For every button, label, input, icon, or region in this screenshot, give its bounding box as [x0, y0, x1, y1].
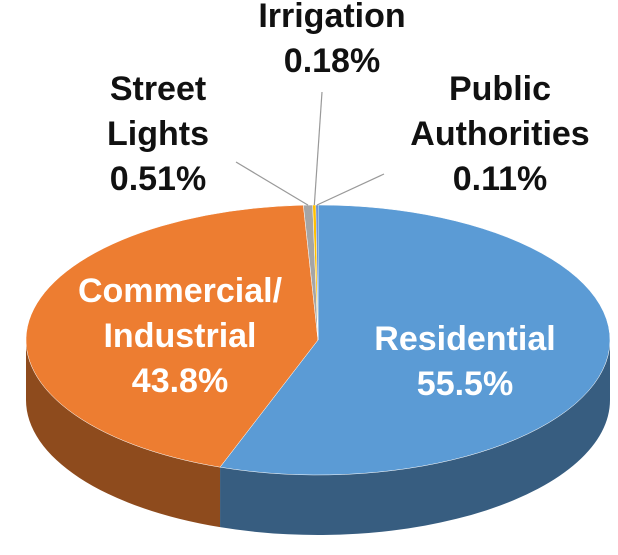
label-line: Lights — [107, 115, 209, 153]
value-label: 0.11% — [453, 160, 548, 198]
label-line: Street — [110, 70, 206, 108]
slice-side — [220, 340, 611, 535]
slice-side — [26, 340, 221, 528]
label-line: Irrigation — [258, 0, 405, 35]
value-label: 0.18% — [284, 42, 380, 80]
label-line: Commercial/ — [78, 272, 283, 310]
slice-label: Public Authorities — [410, 70, 589, 153]
label-line: Authorities — [410, 115, 589, 153]
slice — [219, 204, 611, 476]
label-line: Residential — [374, 320, 555, 358]
slice — [25, 204, 319, 468]
slice-label: Residential — [374, 320, 555, 358]
slice-label: Street Lights — [107, 70, 209, 153]
label-line: Public — [449, 70, 551, 108]
leader-line — [235, 161, 309, 206]
label-line: Industrial — [103, 317, 256, 355]
leader-line — [316, 173, 385, 206]
slice-label: Irrigation — [258, 0, 405, 35]
value-label: 0.51% — [110, 160, 206, 198]
value-label: 55.5% — [417, 365, 513, 403]
value-label: 43.8% — [132, 362, 228, 400]
slice-label: Commercial/Industrial — [78, 272, 283, 355]
leader-line — [313, 91, 323, 206]
